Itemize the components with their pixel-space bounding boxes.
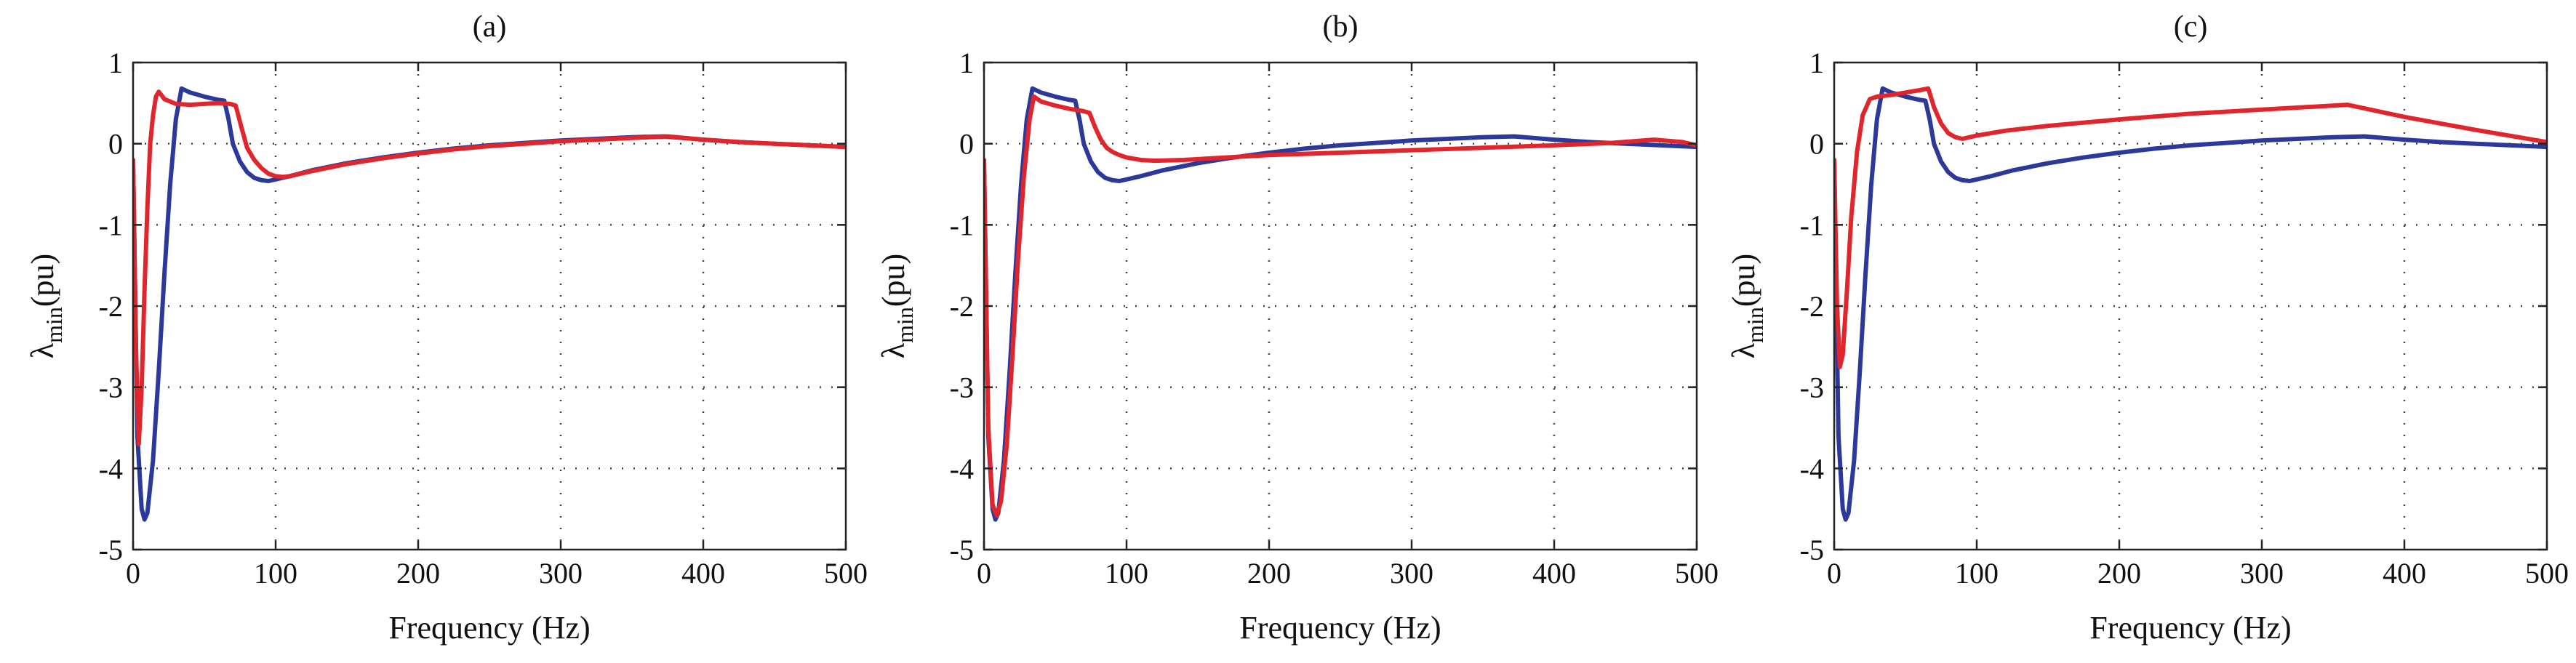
series-line-red — [1834, 86, 2547, 369]
y-tick-label: 0 — [1809, 128, 1824, 161]
y-tick-label: 0 — [108, 128, 123, 161]
chart-panel-1: 0 100 200 300 400 500 1 0 -1 -2 -3 -4 -5 (a) Frequency… — [25, 10, 868, 646]
y-tick-label: 1 — [959, 47, 974, 79]
x-tick-label: 100 — [1955, 557, 1999, 590]
y-axis-label-symbol: λ — [1726, 342, 1761, 358]
y-tick-label: -3 — [99, 371, 123, 404]
y-axis-label-unit: (pu) — [25, 254, 60, 307]
x-tick-label: 400 — [681, 557, 725, 590]
series-line-blue — [133, 86, 846, 522]
chart-title: (b) — [1323, 10, 1359, 44]
y-tick-label: -3 — [1800, 371, 1824, 404]
x-tick-label: 500 — [824, 557, 868, 590]
x-tick-label: 0 — [1827, 557, 1841, 590]
y-tick-label: -4 — [99, 452, 123, 485]
x-tick-label: 400 — [1532, 557, 1576, 590]
x-tick-label: 200 — [396, 557, 440, 590]
y-tick-label: -1 — [1800, 209, 1824, 241]
x-tick-label: 0 — [126, 557, 140, 590]
x-tick-label: 500 — [1675, 557, 1719, 590]
x-tick-label: 200 — [1247, 557, 1291, 590]
series-line-red — [984, 94, 1697, 518]
series-line-red — [133, 89, 846, 446]
y-tick-label: -2 — [1800, 290, 1824, 323]
x-tick-label: 300 — [2240, 557, 2284, 590]
series-line-blue — [1834, 86, 2547, 522]
x-tick-label: 300 — [1390, 557, 1433, 590]
x-axis-label: Frequency (Hz) — [1239, 610, 1441, 646]
y-axis-label-subscript: min — [1742, 307, 1768, 343]
y-axis-label-unit: (pu) — [1726, 254, 1761, 307]
y-tick-label: -4 — [950, 452, 974, 485]
x-axis-label: Frequency (Hz) — [2089, 610, 2291, 646]
y-axis-label-subscript: min — [41, 307, 67, 343]
y-axis-label-symbol: λ — [25, 342, 60, 358]
chart-title: (c) — [2174, 10, 2208, 44]
y-axis-label-unit: (pu) — [876, 254, 911, 307]
y-tick-label: -3 — [950, 371, 974, 404]
y-axis-label: λmin(pu) — [876, 254, 918, 358]
y-tick-label: -2 — [99, 290, 123, 323]
x-tick-label: 200 — [2097, 557, 2141, 590]
x-axis-label: Frequency (Hz) — [388, 610, 590, 646]
x-tick-label: 100 — [1105, 557, 1148, 590]
x-tick-label: 100 — [254, 557, 297, 590]
y-axis-label: λmin(pu) — [25, 254, 67, 358]
y-tick-label: -2 — [950, 290, 974, 323]
x-tick-label: 0 — [977, 557, 991, 590]
chart-panel-2: 0 100 200 300 400 500 1 0 -1 -2 -3 -4 -5 (b) Frequency… — [876, 10, 1719, 646]
y-axis-label-subscript: min — [892, 307, 918, 343]
chart-panel-3: 0 100 200 300 400 500 1 0 -1 -2 -3 -4 -5 (c) Frequency… — [1726, 10, 2569, 646]
y-tick-label: -4 — [1800, 452, 1824, 485]
y-axis-label: λmin(pu) — [1726, 254, 1768, 358]
y-tick-label: 1 — [1809, 47, 1824, 79]
x-tick-label: 400 — [2383, 557, 2426, 590]
x-tick-label: 500 — [2525, 557, 2569, 590]
y-tick-label: -1 — [950, 209, 974, 241]
y-tick-label: 1 — [108, 47, 123, 79]
y-tick-label: -5 — [99, 534, 123, 566]
chart-title: (a) — [473, 10, 507, 44]
y-tick-label: -5 — [1800, 534, 1824, 566]
y-tick-label: 0 — [959, 128, 974, 161]
x-tick-label: 300 — [539, 557, 583, 590]
y-tick-label: -5 — [950, 534, 974, 566]
y-tick-label: -1 — [99, 209, 123, 241]
y-axis-label-symbol: λ — [876, 342, 911, 358]
